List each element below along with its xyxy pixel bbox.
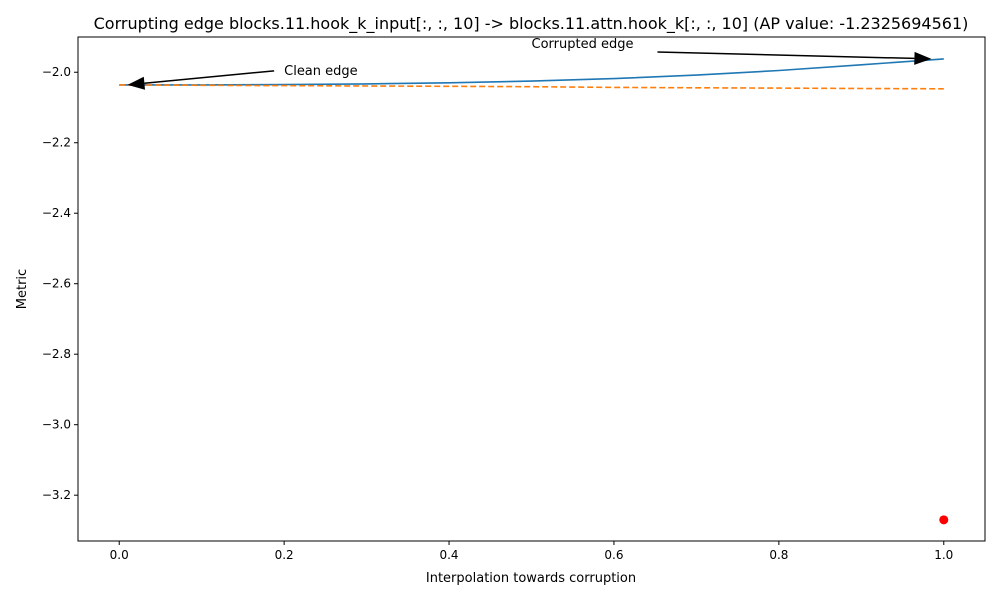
y-tick-label: −2.6 <box>42 277 71 291</box>
annotation-arrow-shaft-1 <box>144 70 275 85</box>
series-layer <box>119 58 944 90</box>
x-tick-label: 0.6 <box>604 548 623 562</box>
data-point-1 <box>939 515 949 525</box>
x-tick-label: 0.8 <box>769 548 788 562</box>
x-axis-ticks: 0.0 0.2 0.4 0.6 0.8 1.0 <box>110 541 953 562</box>
y-tick-label: −3.0 <box>42 418 71 432</box>
x-tick-label: 0.4 <box>439 548 458 562</box>
points-layer <box>939 515 949 525</box>
y-tick-label: −2.4 <box>42 206 71 220</box>
x-tick-label: 1.0 <box>934 548 953 562</box>
x-tick-label: 0.2 <box>275 548 294 562</box>
x-tick-label: 0.0 <box>110 548 129 562</box>
series-line-2 <box>119 84 944 90</box>
annotation-arrow-head-1 <box>127 76 145 90</box>
y-tick-label: −2.8 <box>42 347 71 361</box>
annotation-arrow-shaft-2 <box>657 51 915 60</box>
plot-area <box>78 37 985 541</box>
y-axis-label: Metric <box>15 269 30 309</box>
x-axis-label: Interpolation towards corruption <box>426 571 636 586</box>
y-tick-label: −2.0 <box>42 65 71 79</box>
y-tick-label: −3.2 <box>42 488 71 502</box>
annotations-layer: Clean edge Corrupted edge <box>127 37 932 90</box>
y-axis-ticks: −2.0 −2.2 −2.4 −2.6 −2.8 −3.0 −3.2 <box>42 65 78 502</box>
annotation-label-2: Corrupted edge <box>532 37 634 52</box>
annotation-label-1: Clean edge <box>284 64 358 79</box>
plot-frame <box>77 36 986 542</box>
chart-title: Corrupting edge blocks.11.hook_k_input[:… <box>94 14 969 34</box>
y-tick-label: −2.2 <box>42 136 71 150</box>
annotation-arrow-head-2 <box>914 51 932 65</box>
